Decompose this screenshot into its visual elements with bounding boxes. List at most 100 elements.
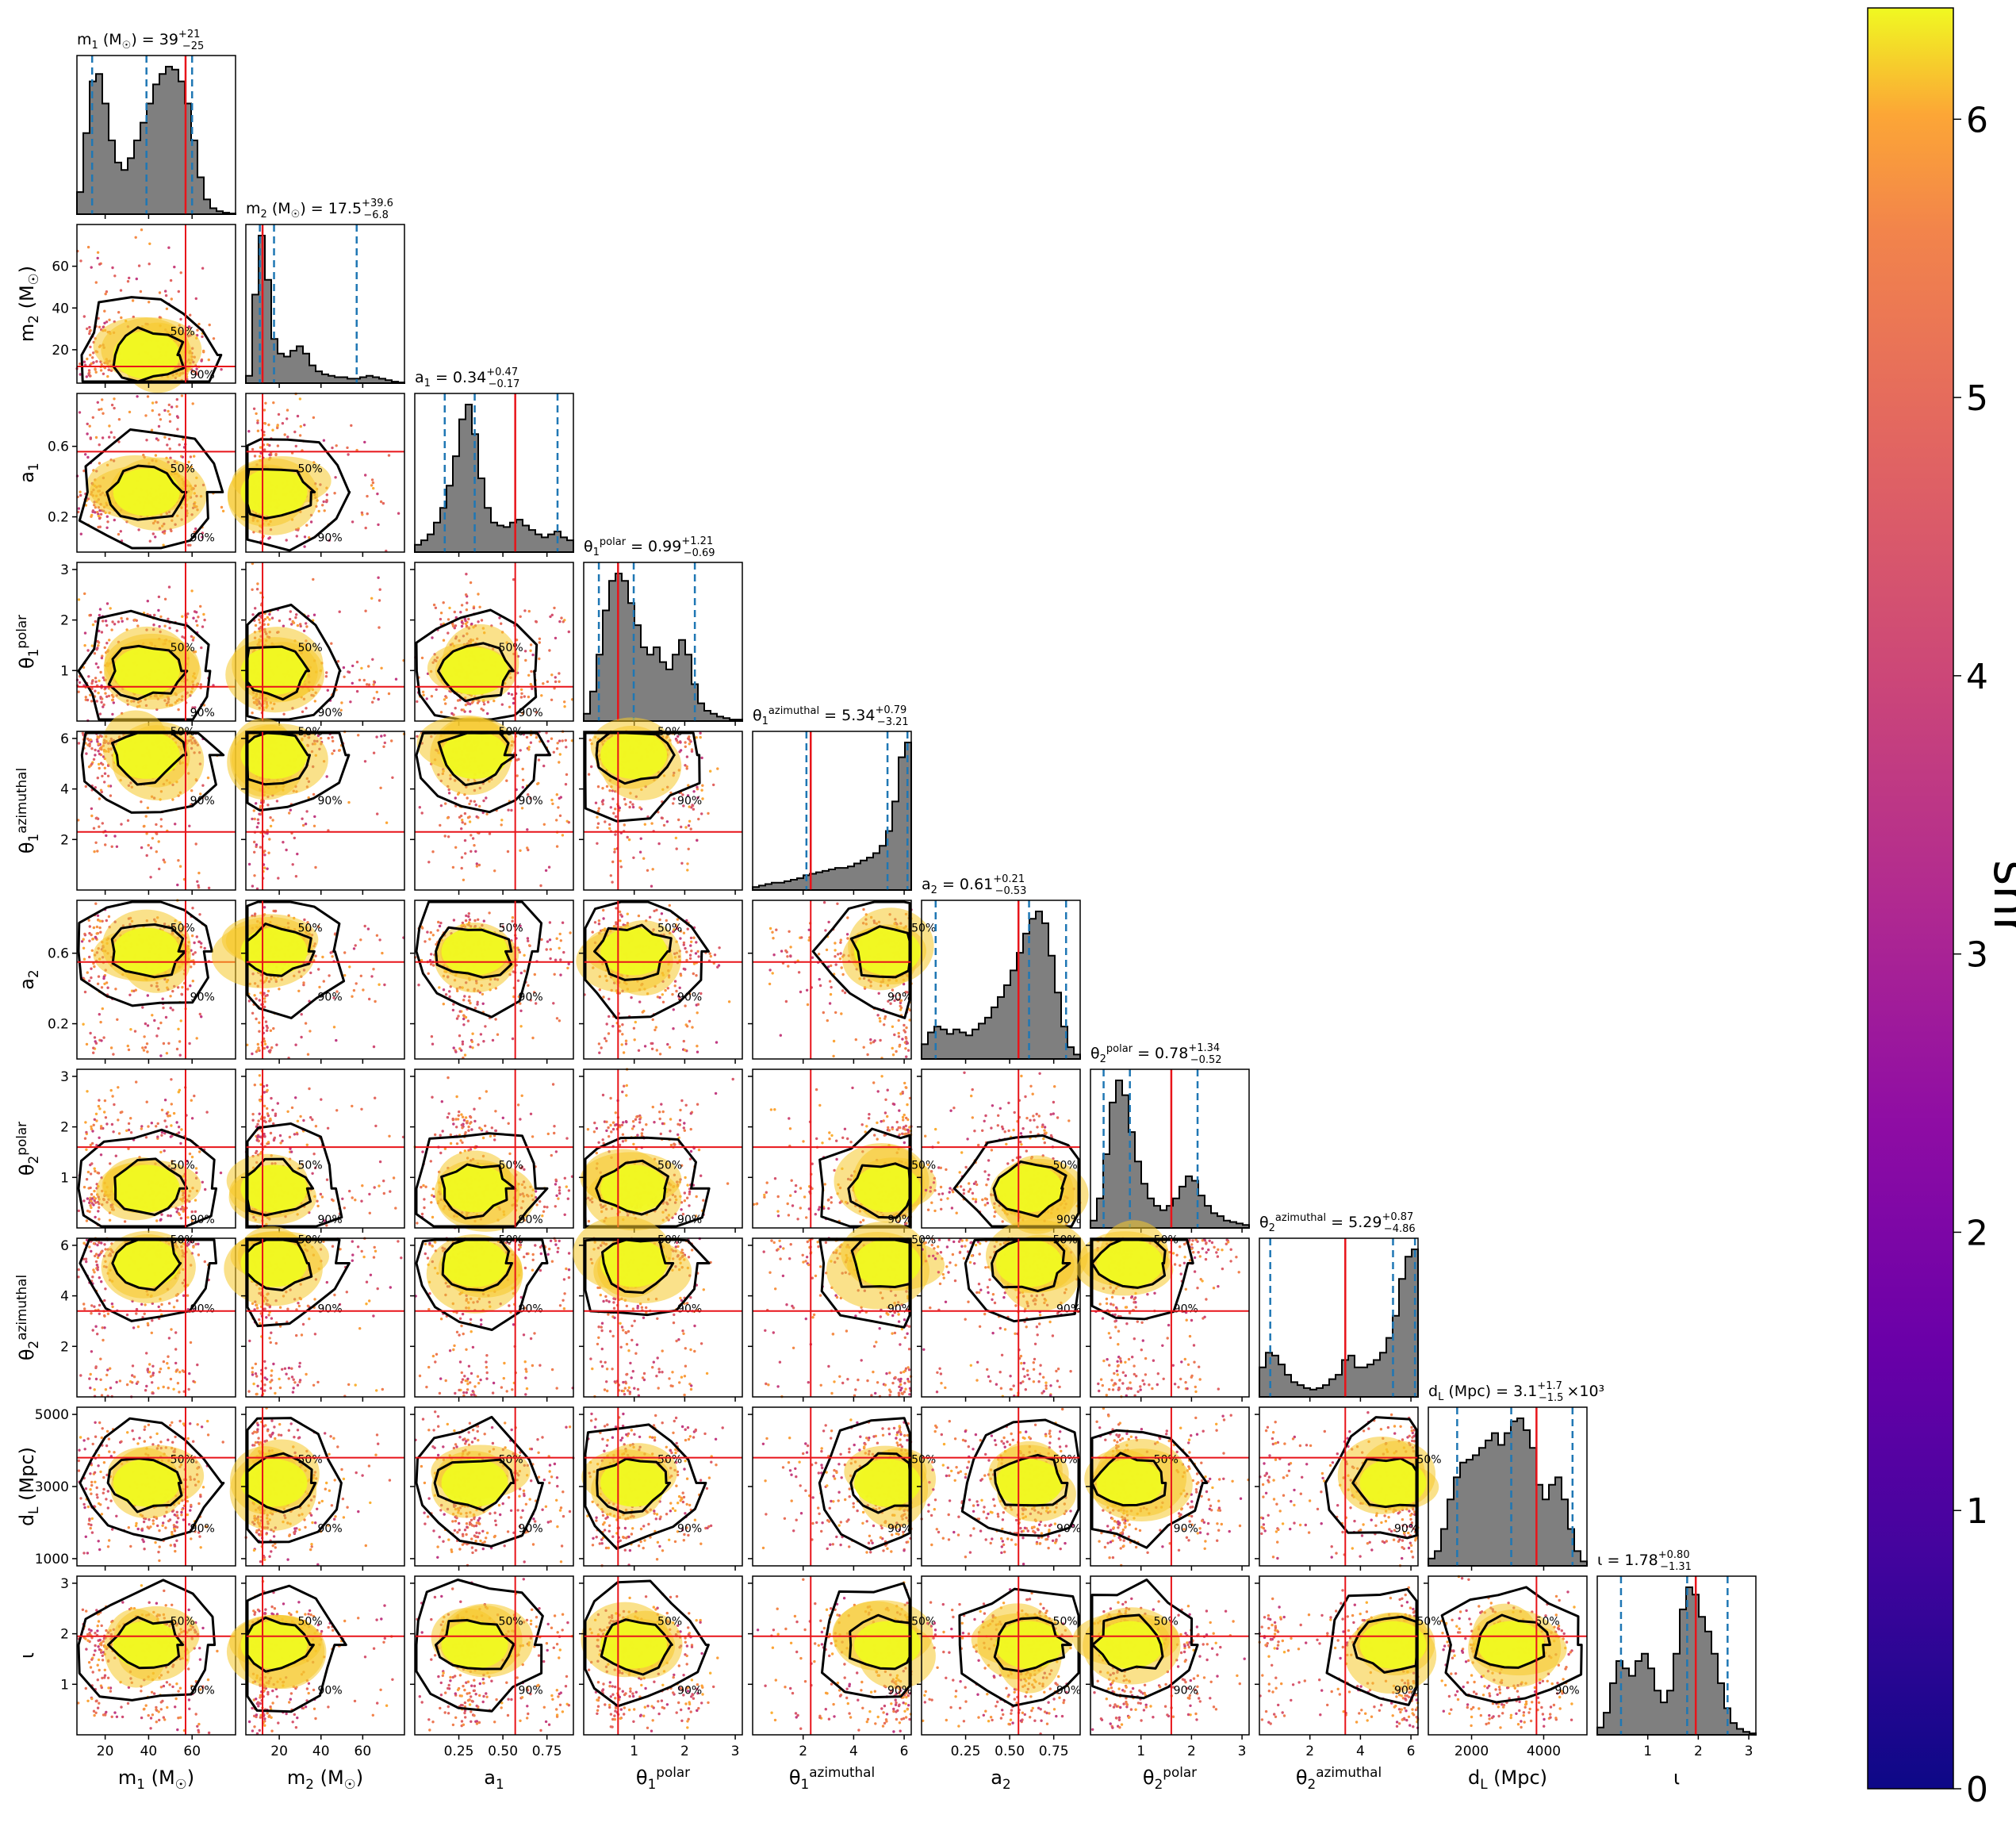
histogram-m2 (246, 236, 404, 383)
contour-label-50: 50% (657, 1234, 682, 1247)
ytick-label-a1: 0.2 (48, 510, 69, 526)
contour-label-90: 90% (519, 707, 543, 719)
ylabel-t1p: θ1polar (13, 615, 41, 669)
contour-label-90: 90% (190, 795, 215, 808)
contour-label-50: 50% (1416, 1616, 1441, 1629)
xtick-label-m1: 20 (97, 1744, 114, 1759)
contour-label-50: 50% (298, 922, 323, 934)
panel-t2p-a2: 50%90% (917, 1069, 1089, 1234)
xtick-label-dl: 2000 (1455, 1744, 1489, 1759)
contour-label-90: 90% (519, 1685, 543, 1698)
ytick-label-t1a: 6 (60, 731, 69, 747)
histogram-m1 (77, 67, 236, 214)
panel-t1a-t1p: 50%90% (579, 718, 742, 895)
xtick-label-m1: 60 (183, 1744, 201, 1759)
contour-label-90: 90% (519, 1214, 543, 1226)
ytick-label-t2a: 6 (60, 1238, 69, 1254)
scatter-iota-a2 (922, 1588, 1081, 1735)
contour-label-90: 90% (677, 991, 702, 1003)
ytick-label-t2a: 4 (60, 1289, 69, 1305)
contour-label-50: 50% (499, 1453, 523, 1466)
xtick-label-iota: 3 (1745, 1744, 1753, 1759)
contour-label-50: 50% (499, 726, 523, 739)
panel-a2-a2: a2 = 0.61+0.21−0.53 (922, 873, 1080, 1064)
xlabel-dl: dL (Mpc) (1468, 1767, 1547, 1792)
colorbar-tick-label: 3 (1966, 935, 1988, 976)
colorbar-tick-label: 5 (1966, 378, 1988, 419)
scatter-dl-a1 (414, 1410, 574, 1567)
contour-label-50: 50% (171, 1453, 195, 1466)
title-m2: m2 (M☉) = 17.5+39.6−6.8 (246, 198, 393, 221)
contour-label-50: 50% (499, 1616, 523, 1629)
ylabel-dl: dL (Mpc) (16, 1447, 41, 1526)
ytick-label-a2: 0.6 (48, 946, 69, 962)
ytick-label-t1a: 4 (60, 782, 69, 798)
xtick-label-a1: 0.75 (532, 1744, 562, 1759)
contour-label-90: 90% (318, 1685, 343, 1698)
ytick-label-m2: 20 (52, 343, 69, 359)
xtick-label-a2: 0.50 (995, 1744, 1025, 1759)
contour-label-50: 50% (298, 462, 323, 475)
panel-a1-m1: 50%90%0.20.6 (48, 393, 236, 557)
xtick-label-t2a: 6 (1407, 1744, 1416, 1759)
contour-label-90: 90% (318, 1214, 343, 1226)
contour-label-90: 90% (1174, 1685, 1198, 1698)
panel-dl-t2a: 50%90% (1255, 1407, 1442, 1571)
title-a2: a2 = 0.61+0.21−0.53 (922, 873, 1026, 897)
panel-t1p-t1p: θ1polar = 0.99+1.21−0.69 (584, 535, 742, 726)
scatter-a2-t1p (576, 904, 730, 1056)
colorbar-tick-label: 4 (1966, 657, 1988, 697)
panel-dl-t1p: 50%90% (579, 1407, 742, 1571)
contour-label-90: 90% (519, 1303, 543, 1316)
xtick-label-t1p: 2 (680, 1744, 689, 1759)
panel-t1p-a1: 50%90% (410, 562, 573, 726)
panel-t2a-m1: 50%90%246 (60, 1231, 236, 1402)
colorbar-label: snr (1983, 860, 2016, 938)
ytick-label-t2p: 3 (60, 1069, 69, 1085)
panel-m1-m1: m1 (M☉) = 39+21−25 (77, 29, 236, 219)
panel-t1a-m2: 50%90% (227, 718, 405, 895)
contour-label-50: 50% (1053, 1453, 1078, 1466)
contour-label-50: 50% (499, 1234, 523, 1247)
xlabel-a1: a1 (484, 1767, 504, 1792)
xlabel-m1: m1 (M☉) (118, 1767, 194, 1792)
scatter-iota-m1 (77, 1584, 219, 1734)
xtick-label-t2p: 1 (1136, 1744, 1145, 1759)
ytick-label-t2p: 2 (60, 1120, 69, 1136)
contour-label-50: 50% (911, 1159, 936, 1172)
contour-label-90: 90% (190, 707, 215, 719)
ylabel-t1a: θ1azimuthal (13, 768, 41, 854)
ytick-label-m2: 60 (52, 259, 69, 275)
panel-t2a-a2: 50%90% (917, 1219, 1088, 1402)
contour-label-90: 90% (1056, 1685, 1081, 1698)
colorbar-tick-label: 6 (1966, 100, 1988, 140)
contour-label-50: 50% (1416, 1453, 1441, 1466)
contour-label-50: 50% (1535, 1616, 1560, 1629)
contour-label-50: 50% (171, 325, 195, 338)
title-iota: ι = 1.78+0.80−1.31 (1597, 1549, 1692, 1573)
scatter-dl-a2 (920, 1408, 1076, 1566)
title-dl: dL (Mpc) = 3.1+1.7−1.5×10³ (1428, 1380, 1604, 1404)
contour-label-50: 50% (298, 1453, 323, 1466)
ytick-label-t2a: 2 (60, 1339, 69, 1355)
ytick-label-t1p: 1 (60, 663, 69, 679)
panel-a2-m1: 50%90%0.20.6 (48, 899, 236, 1064)
xtick-label-a1: 0.25 (444, 1744, 474, 1759)
xtick-label-t2p: 3 (1238, 1744, 1247, 1759)
contour-label-90: 90% (318, 1303, 343, 1316)
contour-label-50: 50% (298, 726, 323, 739)
xlabel-t2p: θ2polar (1143, 1764, 1197, 1792)
contour-label-50: 50% (657, 1159, 682, 1172)
contour-label-50: 50% (657, 726, 682, 739)
xtick-label-m1: 40 (140, 1744, 158, 1759)
